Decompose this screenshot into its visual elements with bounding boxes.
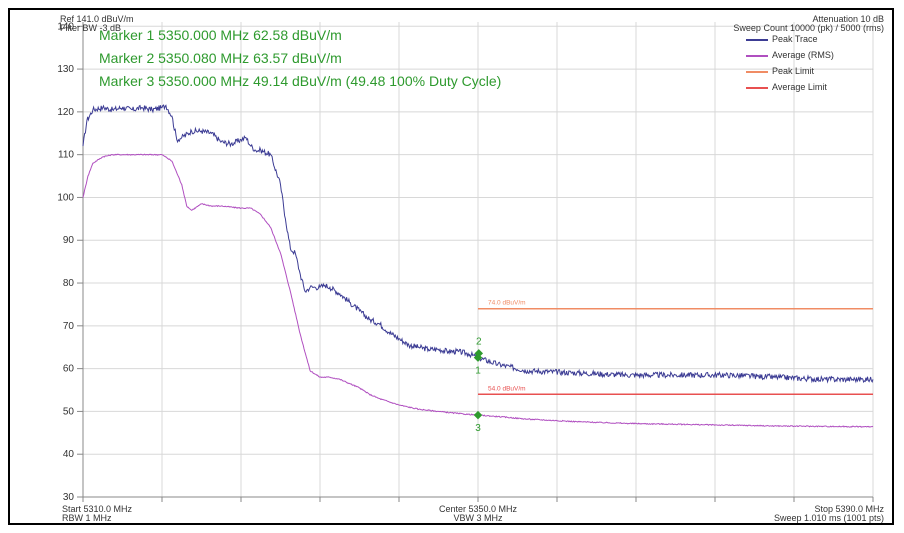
sweep-time: Sweep 1.010 ms (1001 pts) xyxy=(773,513,884,523)
limit-label: 74.0 dBuV/m xyxy=(488,300,526,307)
legend-label: Peak Limit xyxy=(772,66,815,76)
legend-swatch xyxy=(746,55,768,57)
sweep-count: Sweep Count 10000 (pk) / 5000 (rms) xyxy=(733,23,884,33)
legend-swatch xyxy=(746,71,768,73)
analyzer-window: 30 40 50 60 70 80 90 100 110 120 130 140 74.0 dBuV/… xyxy=(8,8,894,525)
attenuation: Attenuation 10 dB xyxy=(812,14,884,24)
y-tick-label: 80 xyxy=(63,278,75,289)
marker-label: 3 xyxy=(475,423,481,434)
y-tick-label: 100 xyxy=(57,192,74,203)
y-tick-label: 50 xyxy=(63,406,75,417)
y-tick-label: 110 xyxy=(58,150,74,161)
vbw: VBW 3 MHz xyxy=(453,513,503,523)
limit-label: 54.0 dBuV/m xyxy=(488,385,526,392)
y-tick-label: 40 xyxy=(63,449,75,460)
marker-point xyxy=(474,349,484,358)
legend-swatch xyxy=(746,87,768,89)
marker-label: 2 xyxy=(476,336,482,347)
marker-2-readout: Marker 2 5350.080 MHz 63.57 dBuV/m xyxy=(99,50,342,66)
legend-swatch xyxy=(746,39,768,41)
stop-frequency: Stop 5390.0 MHz xyxy=(814,504,884,514)
legend-label: Average (RMS) xyxy=(772,50,834,60)
center-frequency: Center 5350.0 MHz xyxy=(438,504,518,514)
rbw: RBW 1 MHz xyxy=(62,513,112,523)
marker-label: 1 xyxy=(475,366,481,377)
markers: 1 2 3 xyxy=(473,336,484,434)
y-axis: 30 40 50 60 70 80 90 100 110 120 130 140 xyxy=(57,21,83,503)
ref-level: Ref 141.0 dBuV/m xyxy=(60,14,134,24)
y-tick-label: 90 xyxy=(63,235,75,246)
y-tick-label: 120 xyxy=(57,107,74,118)
start-frequency: Start 5310.0 MHz xyxy=(62,504,133,514)
filter-bw: Filter BW -3 dB xyxy=(60,23,122,33)
marker-1-readout: Marker 1 5350.000 MHz 62.58 dBuV/m xyxy=(99,27,342,43)
y-tick-label: 60 xyxy=(63,364,75,375)
legend-label: Peak Trace xyxy=(772,34,818,44)
y-tick-label: 70 xyxy=(63,321,75,332)
series-line xyxy=(82,104,874,384)
spectrum-chart: 30 40 50 60 70 80 90 100 110 120 130 140 74.0 dBuV/… xyxy=(57,21,874,503)
y-tick-label: 130 xyxy=(57,64,74,75)
y-tick-label: 30 xyxy=(63,492,75,503)
y-tick-label: 140 xyxy=(57,21,74,32)
marker-point xyxy=(473,410,483,420)
marker-3-readout: Marker 3 5350.000 MHz 49.14 dBuV/m (49.4… xyxy=(99,73,502,89)
legend-label: Average Limit xyxy=(772,82,827,92)
limit-lines: 74.0 dBuV/m 54.0 dBuV/m xyxy=(478,300,873,396)
